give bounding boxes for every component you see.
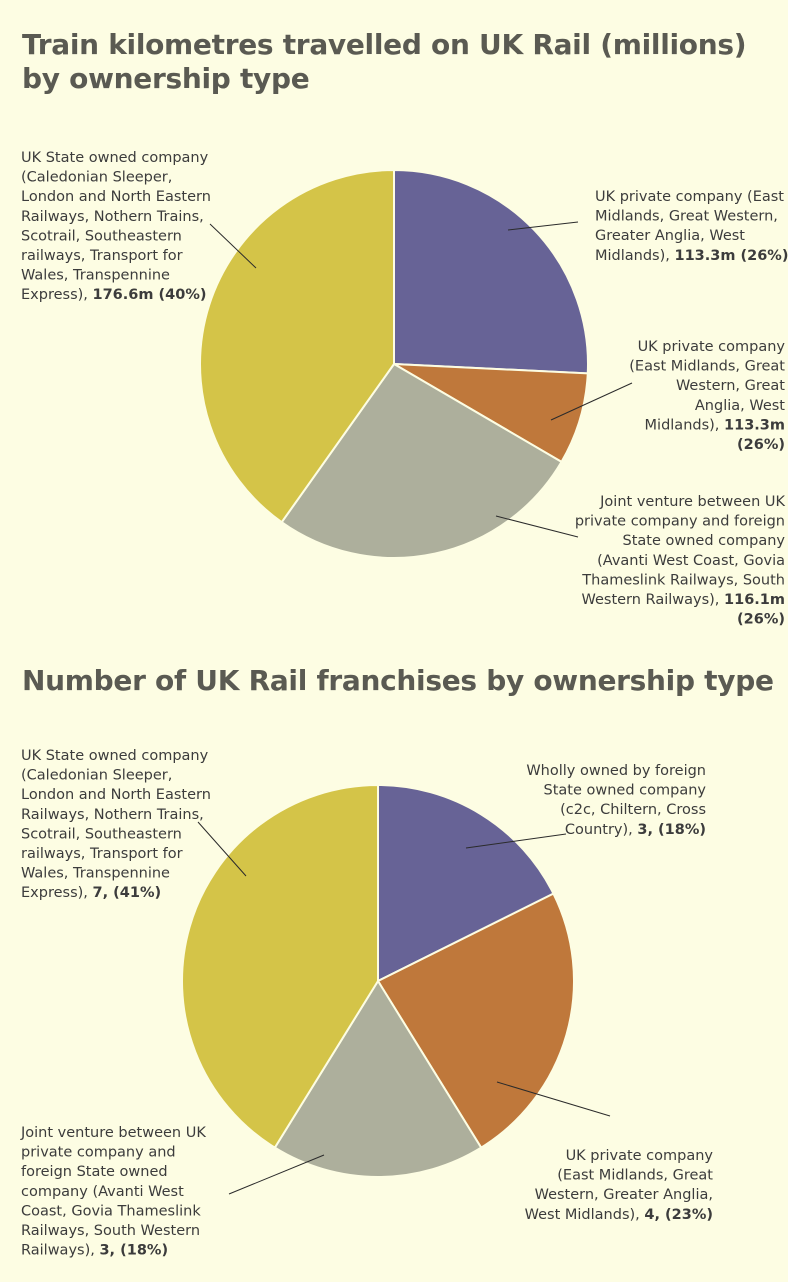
- pie-slice: [376, 892, 575, 1150]
- slice-label: Joint venture between UK private company …: [575, 494, 786, 628]
- leader-line: [507, 221, 579, 231]
- leader-line: [209, 223, 257, 269]
- pie-slice: [377, 783, 555, 983]
- slice-label: UK State owned company (Caledonian Sleepe…: [21, 150, 211, 303]
- slice-label: UK private company (East Midlands, Great W…: [525, 1148, 714, 1223]
- pie-slice: [199, 168, 395, 524]
- pie-slice: [280, 362, 563, 559]
- pie-slice: [273, 979, 483, 1178]
- leader-line: [495, 515, 579, 538]
- leader-line: [465, 833, 567, 849]
- leader-line: [496, 1081, 611, 1117]
- slice-label: Wholly owned by foreign State owned compa…: [526, 763, 706, 838]
- leader-line: [550, 382, 633, 421]
- chart-2-title: Number of UK Rail franchises by ownershi…: [22, 664, 774, 697]
- pie-chart-1: UK State owned company (Caledonian Sleepe…: [21, 150, 788, 628]
- leader-line: [228, 1154, 325, 1195]
- slice-label: UK private company (East Midlands, Great W…: [629, 339, 785, 453]
- slice-label: UK private company (East Midlands, Great …: [595, 189, 788, 264]
- leader-line: [197, 821, 247, 877]
- pie-chart-2: UK State owned company (Caledonian Sleepe…: [20, 748, 713, 1259]
- slice-label: UK State owned company (Caledonian Sleepe…: [21, 748, 211, 901]
- pie-slice: [181, 783, 379, 1150]
- pie-slice: [393, 363, 589, 464]
- slice-label: Joint venture between UK private company …: [20, 1125, 206, 1259]
- pie-slice: [393, 168, 589, 375]
- chart-1-title: Train kilometres travelled on UK Rail (m…: [22, 28, 747, 95]
